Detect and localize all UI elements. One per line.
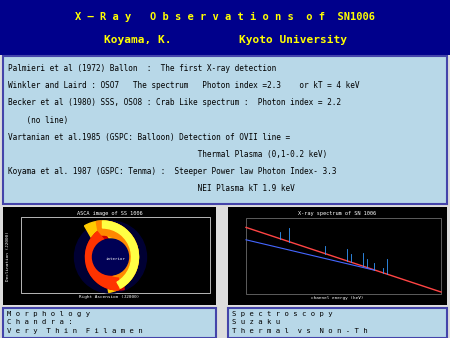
FancyBboxPatch shape	[3, 56, 447, 204]
FancyBboxPatch shape	[246, 218, 441, 294]
Wedge shape	[96, 221, 139, 291]
Text: Palmieri et al (1972) Ballon  :  The first X-ray detection: Palmieri et al (1972) Ballon : The first…	[8, 64, 276, 73]
FancyBboxPatch shape	[228, 308, 447, 338]
Text: S p e c t r o s c o p y
S u z a k u
T h e r m a l  v s  N o n - T h: S p e c t r o s c o p y S u z a k u T h …	[232, 311, 368, 334]
Text: Right Ascension (J2000): Right Ascension (J2000)	[79, 295, 140, 299]
Text: Becker et al (1980) SSS, OSO8 : Crab Like spectrum :  Photon index = 2.2: Becker et al (1980) SSS, OSO8 : Crab Lik…	[8, 98, 341, 107]
Text: interior: interior	[105, 257, 126, 261]
FancyBboxPatch shape	[228, 207, 447, 305]
Text: X-ray spectrum of SN 1006: X-ray spectrum of SN 1006	[298, 211, 377, 216]
FancyBboxPatch shape	[21, 217, 210, 293]
FancyBboxPatch shape	[0, 0, 450, 55]
Text: ASCA image of SS 1006: ASCA image of SS 1006	[76, 211, 142, 216]
Text: Vartanian et al.1985 (GSPC: Balloon) Detection of OVII line =: Vartanian et al.1985 (GSPC: Balloon) Det…	[8, 133, 290, 142]
Circle shape	[93, 239, 129, 275]
Text: M o r p h o l o g y
C h a n d r a :
V e r y  T h i n  F i l a m e n: M o r p h o l o g y C h a n d r a : V e …	[7, 311, 143, 334]
Text: (no line): (no line)	[8, 116, 68, 125]
Text: Declination (J2000): Declination (J2000)	[6, 231, 10, 281]
Text: Thermal Plasma (0,1-0.2 keV): Thermal Plasma (0,1-0.2 keV)	[8, 150, 327, 159]
Wedge shape	[103, 221, 139, 288]
Text: Koyama, K.          Kyoto University: Koyama, K. Kyoto University	[104, 35, 346, 45]
FancyBboxPatch shape	[3, 207, 216, 305]
Text: X – R a y   O b s e r v a t i o n s  o f  SN1006: X – R a y O b s e r v a t i o n s o f SN…	[75, 12, 375, 22]
Wedge shape	[86, 232, 118, 290]
Circle shape	[75, 221, 147, 293]
Text: Koyama et al. 1987 (GSPC: Tenma) :  Steeper Power law Photon Index- 3.3: Koyama et al. 1987 (GSPC: Tenma) : Steep…	[8, 167, 337, 176]
Text: Winkler and Laird : OSO7   The spectrum   Photon index =2.3    or kT = 4 keV: Winkler and Laird : OSO7 The spectrum Ph…	[8, 81, 360, 90]
Wedge shape	[85, 221, 139, 292]
Wedge shape	[86, 228, 124, 290]
Text: NEI Plasma kT 1.9 keV: NEI Plasma kT 1.9 keV	[8, 185, 295, 193]
Text: channel energy (keV): channel energy (keV)	[311, 296, 364, 300]
FancyBboxPatch shape	[3, 308, 216, 338]
